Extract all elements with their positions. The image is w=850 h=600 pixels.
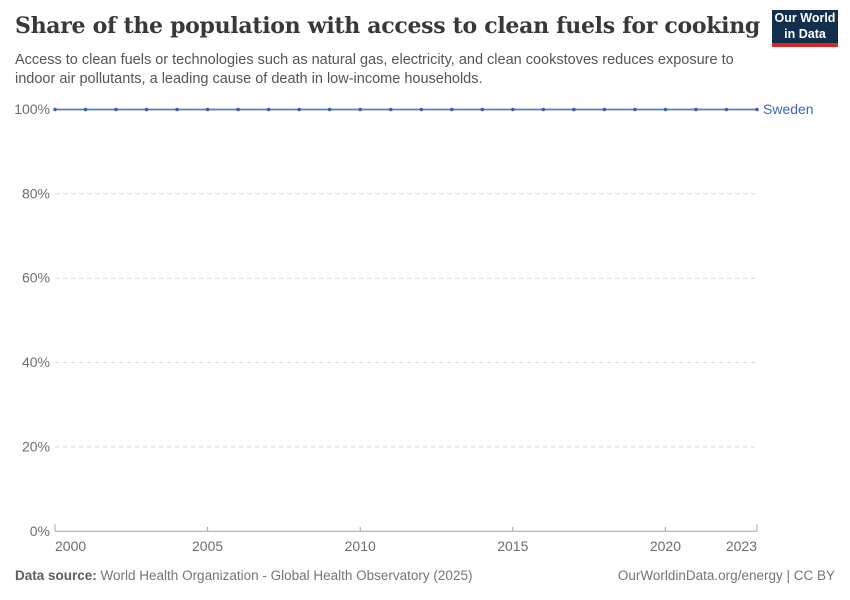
chart-subtitle: Access to clean fuels or technologies su… xyxy=(15,52,734,87)
chart-footer: Data source: World Health Organization -… xyxy=(15,568,835,583)
data-point[interactable] xyxy=(297,107,301,112)
data-point[interactable] xyxy=(602,107,607,112)
data-point[interactable] xyxy=(724,107,729,112)
y-axis-tick-label: 60% xyxy=(22,270,50,286)
chart-title: Share of the population with access to c… xyxy=(15,13,760,39)
data-source-value: World Health Organization - Global Healt… xyxy=(96,568,473,583)
data-point[interactable] xyxy=(572,107,576,112)
x-axis-tick-label: 2005 xyxy=(192,538,223,554)
data-point[interactable] xyxy=(236,107,240,112)
data-source-label: Data source: xyxy=(15,568,97,583)
data-point[interactable] xyxy=(633,107,637,112)
data-point[interactable] xyxy=(511,107,515,112)
data-point[interactable] xyxy=(694,107,698,112)
y-axis-tick-label: 20% xyxy=(22,438,50,454)
data-point[interactable] xyxy=(358,107,363,112)
data-point[interactable] xyxy=(205,107,210,112)
owid-license-link[interactable]: OurWorldinData.org/energy | CC BY xyxy=(617,568,835,583)
data-point[interactable] xyxy=(388,107,393,112)
x-axis-tick-label: 2015 xyxy=(497,538,528,554)
owid-logo: Our World in Data xyxy=(772,10,838,47)
owid-logo-line1: Our World xyxy=(774,10,836,25)
data-point[interactable] xyxy=(663,107,668,112)
x-axis-tick-label: 2020 xyxy=(650,538,681,554)
y-axis-tick-label: 0% xyxy=(30,523,50,539)
x-axis-tick-label: 2010 xyxy=(345,538,376,554)
data-point[interactable] xyxy=(83,107,88,112)
y-axis-tick-label: 80% xyxy=(22,185,50,201)
data-point[interactable] xyxy=(175,107,179,112)
data-point[interactable] xyxy=(53,107,57,112)
y-axis-tick-label: 40% xyxy=(22,354,50,370)
data-point[interactable] xyxy=(114,107,118,112)
data-point[interactable] xyxy=(327,107,332,112)
data-point[interactable] xyxy=(755,107,759,112)
x-axis-tick-label: 2023 xyxy=(726,538,757,554)
y-axis-tick-label: 100% xyxy=(14,101,50,117)
x-axis-tick-label: 2000 xyxy=(55,538,86,554)
data-point[interactable] xyxy=(541,107,546,112)
owid-logo-line2: in Data xyxy=(784,26,826,41)
data-point[interactable] xyxy=(449,107,454,112)
entity-label-sweden[interactable]: Sweden xyxy=(763,101,814,117)
data-point[interactable] xyxy=(480,107,485,112)
data-point[interactable] xyxy=(266,107,271,112)
data-point[interactable] xyxy=(144,107,149,112)
data-source-note: Data source: World Health Organization -… xyxy=(15,568,472,583)
data-point[interactable] xyxy=(419,107,424,112)
